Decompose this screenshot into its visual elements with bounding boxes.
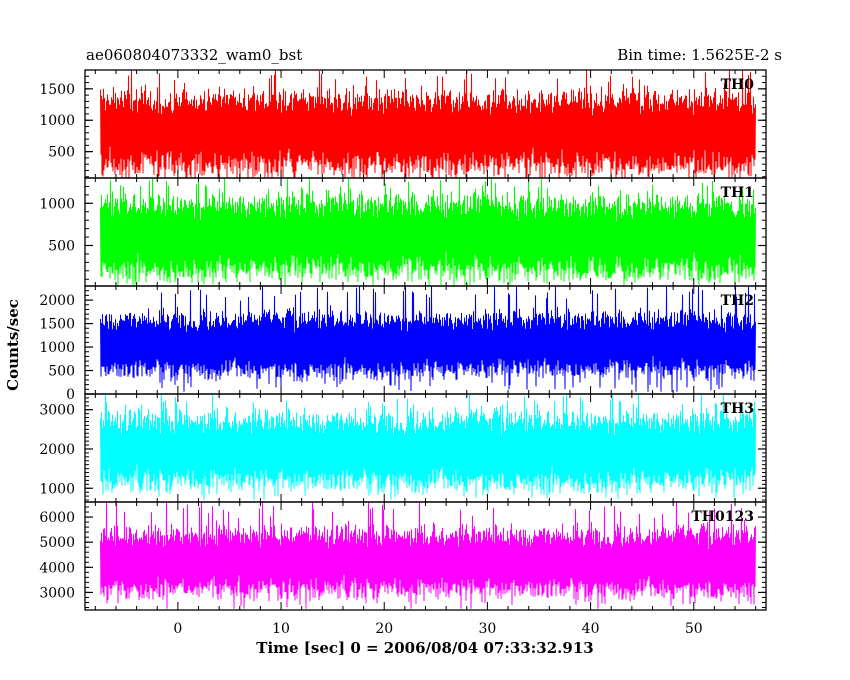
y-axis-label: Counts/sec xyxy=(4,299,22,391)
y-tick-label: 6000 xyxy=(39,510,75,526)
y-tick-label: 1500 xyxy=(39,82,75,98)
plot-title: ae060804073332_wam0_bst xyxy=(86,46,302,64)
y-tick-label: 1000 xyxy=(39,481,75,497)
panels-group: 500 1000 1500 TH0 500 1000 TH1 0 500 1000 1500 2000… xyxy=(39,69,767,611)
y-tick-label: 500 xyxy=(48,145,75,161)
panel-label: TH0123 xyxy=(691,509,754,525)
y-tick-label: 1000 xyxy=(39,113,75,129)
panel-label: TH1 xyxy=(721,185,754,201)
panel-th0123: 3000 4000 5000 6000 TH0123 xyxy=(39,501,767,611)
y-tick-label: 500 xyxy=(48,364,75,380)
series-line-th2 xyxy=(100,286,756,392)
series-line-th1 xyxy=(100,178,756,286)
panel-th1: 500 1000 TH1 xyxy=(39,177,767,287)
y-tick-label: 0 xyxy=(66,387,75,403)
y-tick-label: 2000 xyxy=(39,442,75,458)
x-axis-label: Time [sec] 0 = 2006/08/04 07:33:32.913 xyxy=(256,639,593,657)
panel-th3: 1000 2000 3000 TH3 xyxy=(39,393,767,503)
x-tick-label: 10 xyxy=(272,621,290,637)
panel-th2: 0 500 1000 1500 2000 TH2 xyxy=(39,285,767,403)
y-tick-label: 1500 xyxy=(39,317,75,333)
panel-label: TH2 xyxy=(721,293,754,309)
panel-label: TH3 xyxy=(721,401,754,417)
x-tick-label: 0 xyxy=(173,621,182,637)
x-tick-label: 40 xyxy=(582,621,600,637)
y-tick-label: 1000 xyxy=(39,196,75,212)
x-axis: 0 10 20 30 40 50 xyxy=(173,621,702,637)
x-tick-label: 30 xyxy=(478,621,496,637)
y-tick-label: 3000 xyxy=(39,403,75,419)
bin-time-label: Bin time: 1.5625E-2 s xyxy=(617,46,782,64)
y-tick-label: 4000 xyxy=(39,560,75,576)
y-tick-label: 5000 xyxy=(39,535,75,551)
panel-th0: 500 1000 1500 TH0 xyxy=(39,69,767,179)
y-tick-label: 2000 xyxy=(39,293,75,309)
x-tick-label: 20 xyxy=(375,621,393,637)
y-tick-label: 3000 xyxy=(39,585,75,601)
y-tick-label: 500 xyxy=(48,239,75,255)
panel-label: TH0 xyxy=(721,77,755,93)
series-line-th0 xyxy=(100,70,756,178)
y-tick-label: 1000 xyxy=(39,340,75,356)
series-line-th0123 xyxy=(100,502,756,609)
series-line-th3 xyxy=(100,394,756,501)
x-tick-label: 50 xyxy=(685,621,703,637)
